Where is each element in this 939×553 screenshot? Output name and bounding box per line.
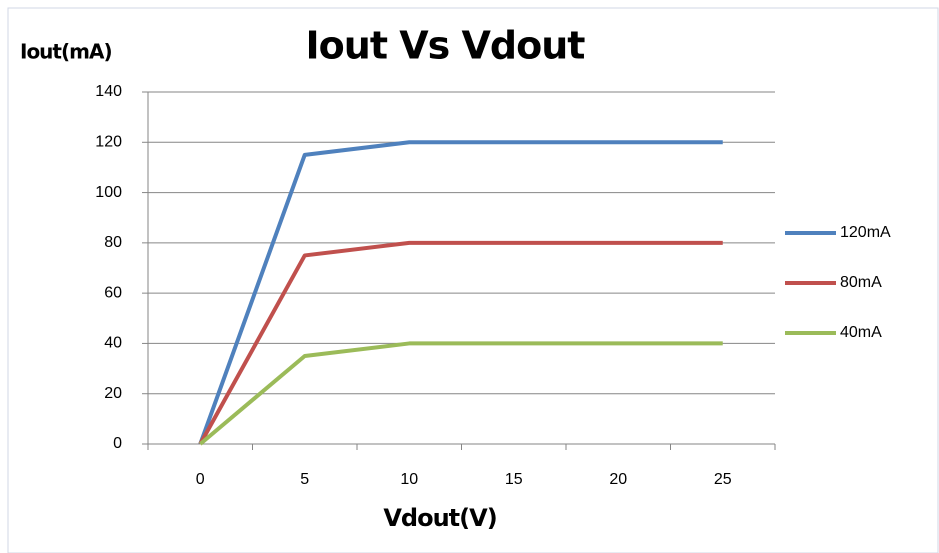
y-tick-label: 100 bbox=[95, 184, 122, 201]
x-tick-label: 10 bbox=[400, 471, 418, 488]
series-line bbox=[198, 240, 723, 445]
legend-label: 80mA bbox=[840, 274, 882, 291]
x-tick-label: 15 bbox=[505, 471, 523, 488]
y-axis-label: Iout(mA) bbox=[20, 40, 112, 64]
y-tick-label: 0 bbox=[113, 435, 122, 452]
y-tick-label: 140 bbox=[95, 83, 122, 100]
x-tick-label: 25 bbox=[714, 471, 732, 488]
x-axis-label: Vdout(V) bbox=[383, 504, 496, 532]
x-tick-label: 5 bbox=[300, 471, 309, 488]
chart-title: Iout Vs Vdout bbox=[306, 24, 586, 68]
y-tick-label: 40 bbox=[104, 335, 122, 352]
x-tick-label: 20 bbox=[609, 471, 627, 488]
y-tick-label: 20 bbox=[104, 385, 122, 402]
legend-label: 40mA bbox=[840, 324, 882, 341]
chart-frame bbox=[7, 7, 939, 553]
y-tick-label: 60 bbox=[104, 284, 122, 301]
y-tick-label: 80 bbox=[104, 234, 122, 251]
series-line bbox=[198, 140, 723, 445]
series-line bbox=[198, 341, 723, 446]
y-tick-label: 120 bbox=[95, 134, 122, 151]
legend-label: 120mA bbox=[840, 224, 891, 241]
x-tick-label: 0 bbox=[196, 471, 205, 488]
